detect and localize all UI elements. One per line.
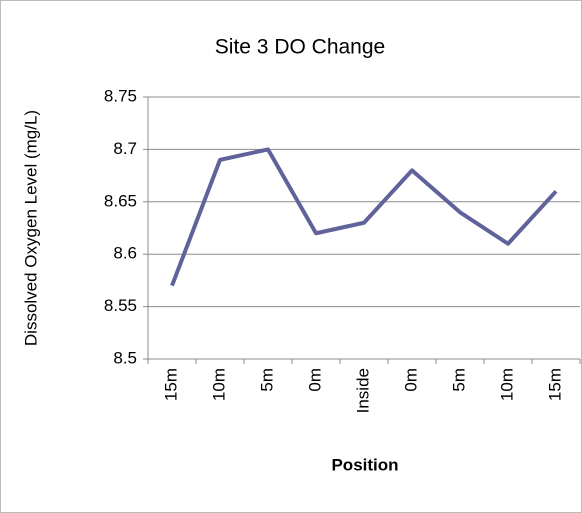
x-tick-label: 5m	[257, 368, 276, 392]
x-tick-label: 15m	[545, 368, 564, 401]
x-tick-label: Inside	[353, 368, 372, 413]
y-tick-label: 8.6	[113, 244, 137, 263]
y-axis-label: Dissolved Oxygen Level (mg/L)	[21, 110, 40, 346]
data-line	[170, 147, 558, 287]
y-tick-label: 8.75	[104, 86, 137, 105]
y-tick-label: 8.65	[104, 191, 137, 210]
chart-title: Site 3 DO Change	[215, 36, 385, 59]
x-tick-label: 0m	[305, 368, 324, 392]
x-tick-label: 10m	[209, 368, 228, 401]
x-tick-label: 15m	[161, 368, 180, 401]
y-tick-label: 8.5	[113, 348, 137, 367]
y-tick-label: 8.55	[104, 296, 137, 315]
x-tick-label: 5m	[449, 368, 468, 392]
y-tick-label: 8.7	[113, 139, 137, 158]
x-tick-label: 0m	[401, 368, 420, 392]
x-tick-label: 10m	[497, 368, 516, 401]
x-axis-label: Position	[331, 455, 398, 474]
